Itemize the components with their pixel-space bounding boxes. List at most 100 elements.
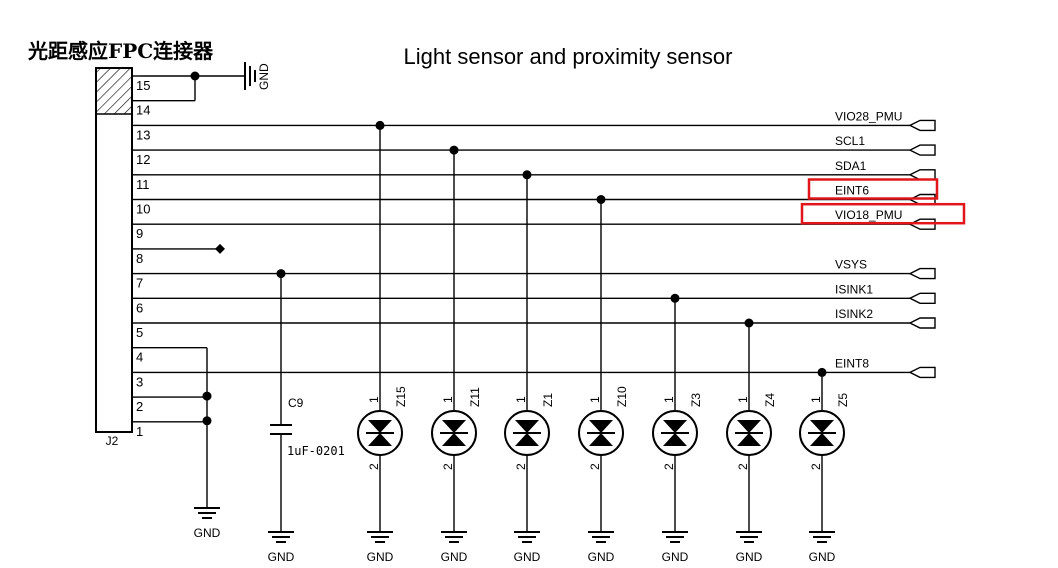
pin-number-7: 7 bbox=[136, 276, 143, 291]
diode-z15: 1 2 Z15 GND bbox=[357, 120, 408, 564]
pin-number-4: 4 bbox=[136, 350, 143, 365]
ground-symbol-connector: GND bbox=[194, 507, 221, 540]
pin2-junction bbox=[202, 391, 212, 401]
diode-pin-bottom: 2 bbox=[662, 463, 676, 470]
diode-triangle-bottom bbox=[442, 433, 466, 446]
cap-value: 1uF-0201 bbox=[287, 444, 345, 458]
net-label: VSYS bbox=[835, 258, 867, 272]
net-label: EINT8 bbox=[835, 356, 869, 370]
net-port-flag bbox=[908, 292, 936, 304]
ground-symbol-top: GND bbox=[244, 62, 271, 90]
diode-pin-bottom: 2 bbox=[514, 463, 528, 470]
diode-pin-top: 1 bbox=[514, 396, 528, 403]
diode-triangle-bottom bbox=[810, 433, 834, 446]
pin-number-13: 13 bbox=[136, 127, 150, 142]
ground-wiring: GND GND bbox=[140, 62, 271, 540]
ground-symbol-diode: GND bbox=[367, 531, 394, 564]
tvs-diodes: 1 2 Z15 GND 1 2 Z11 GND 1 2 Z1 GND 1 2 Z10 GND 1 2 Z3 GND 1 2… bbox=[357, 120, 850, 564]
diode-triangle-bottom bbox=[589, 433, 613, 446]
ground-symbol-diode: GND bbox=[736, 531, 763, 564]
net-vsys: VSYS bbox=[140, 258, 936, 280]
diode-pin-top: 1 bbox=[588, 396, 602, 403]
diode-junction bbox=[375, 120, 385, 130]
pin-number-6: 6 bbox=[136, 300, 143, 315]
highlight-box bbox=[800, 202, 966, 225]
diode-ref: Z1 bbox=[541, 393, 555, 407]
diode-pin-bottom: 2 bbox=[367, 463, 381, 470]
diode-pin-top: 1 bbox=[367, 396, 381, 403]
net-vio28_pmu: VIO28_PMU bbox=[140, 109, 936, 132]
ground-symbol-diode: GND bbox=[588, 531, 615, 564]
no-connect-marker bbox=[215, 243, 225, 254]
ground-label: GND bbox=[736, 550, 763, 564]
ground-symbol-diode: GND bbox=[809, 531, 836, 564]
diode-triangle-top bbox=[589, 420, 613, 433]
pin-number-8: 8 bbox=[136, 251, 143, 266]
diode-ref: Z15 bbox=[394, 386, 408, 407]
diode-z10: 1 2 Z10 GND bbox=[578, 195, 629, 564]
connector-body bbox=[95, 67, 133, 433]
net-label: VIO28_PMU bbox=[835, 109, 902, 123]
diode-z11: 1 2 Z11 GND bbox=[431, 145, 482, 564]
net-label: ISINK1 bbox=[835, 282, 873, 296]
ground-label: GND bbox=[588, 550, 615, 564]
capacitor-c9: C9 1uF-0201 GND bbox=[268, 269, 345, 564]
pin-number-3: 3 bbox=[136, 374, 143, 389]
ground-label: GND bbox=[268, 550, 295, 564]
diode-pin-bottom: 2 bbox=[736, 463, 750, 470]
ground-label: GND bbox=[367, 550, 394, 564]
net-wires: VIO28_PMU SCL1 SDA1 EINT6 VIO18_PMU VSYS ISINK… bbox=[140, 109, 966, 379]
highlight-box bbox=[807, 178, 939, 200]
net-label: SDA1 bbox=[835, 159, 867, 173]
diode-ref: Z10 bbox=[615, 386, 629, 407]
net-label: SCL1 bbox=[835, 134, 865, 148]
net-eint8: EINT8 bbox=[140, 356, 936, 379]
diode-z1: 1 2 Z1 GND bbox=[504, 170, 555, 564]
pin-number-12: 12 bbox=[136, 152, 150, 167]
diode-z3: 1 2 Z3 GND bbox=[652, 293, 703, 564]
diode-triangle-bottom bbox=[368, 433, 392, 446]
ground-label: GND bbox=[194, 526, 221, 540]
cap-ref: C9 bbox=[288, 396, 304, 410]
diode-z5: 1 2 Z5 GND bbox=[799, 367, 850, 564]
diode-z4: 1 2 Z4 GND bbox=[726, 318, 777, 564]
diode-triangle-top bbox=[663, 420, 687, 433]
net-label: EINT6 bbox=[835, 184, 869, 198]
diode-ref: Z3 bbox=[689, 393, 703, 407]
pin-number-11: 11 bbox=[136, 177, 150, 192]
pin-number-5: 5 bbox=[136, 325, 143, 340]
ground-label: GND bbox=[662, 550, 689, 564]
ground-symbol-cap: GND bbox=[268, 531, 295, 564]
diagram-title: Light sensor and proximity sensor bbox=[404, 44, 733, 69]
net-isink2: ISINK2 bbox=[140, 307, 936, 329]
net-port-flag bbox=[908, 267, 936, 280]
diode-ref: Z4 bbox=[763, 393, 777, 407]
pin1-junction bbox=[202, 416, 212, 426]
net-vio18_pmu: VIO18_PMU bbox=[140, 202, 966, 230]
pin-number-2: 2 bbox=[136, 399, 143, 414]
net-port-flag bbox=[908, 119, 936, 132]
connector-hatch bbox=[97, 69, 131, 114]
connector-ref: J2 bbox=[106, 434, 119, 448]
net-port-flag bbox=[908, 144, 936, 156]
net-sda1: SDA1 bbox=[140, 159, 936, 181]
net-label: ISINK2 bbox=[835, 307, 873, 321]
diode-pin-bottom: 2 bbox=[809, 463, 823, 470]
ground-label: GND bbox=[514, 550, 541, 564]
diode-triangle-top bbox=[737, 420, 761, 433]
diode-pin-bottom: 2 bbox=[441, 463, 455, 470]
ground-label: GND bbox=[809, 550, 836, 564]
net-scl1: SCL1 bbox=[140, 134, 936, 156]
connector-j2: J2 bbox=[95, 67, 133, 448]
pin-number-9: 9 bbox=[136, 226, 143, 241]
ground-symbol-diode: GND bbox=[441, 531, 468, 564]
connector-title: 光距感应FPC连接器 bbox=[27, 39, 214, 63]
diode-triangle-top bbox=[810, 420, 834, 433]
pin-number-15: 15 bbox=[136, 78, 150, 93]
pin15-junction bbox=[190, 71, 200, 81]
diode-pin-top: 1 bbox=[662, 396, 676, 403]
ground-label: GND bbox=[441, 550, 468, 564]
net-isink1: ISINK1 bbox=[140, 282, 936, 304]
diode-triangle-bottom bbox=[663, 433, 687, 446]
